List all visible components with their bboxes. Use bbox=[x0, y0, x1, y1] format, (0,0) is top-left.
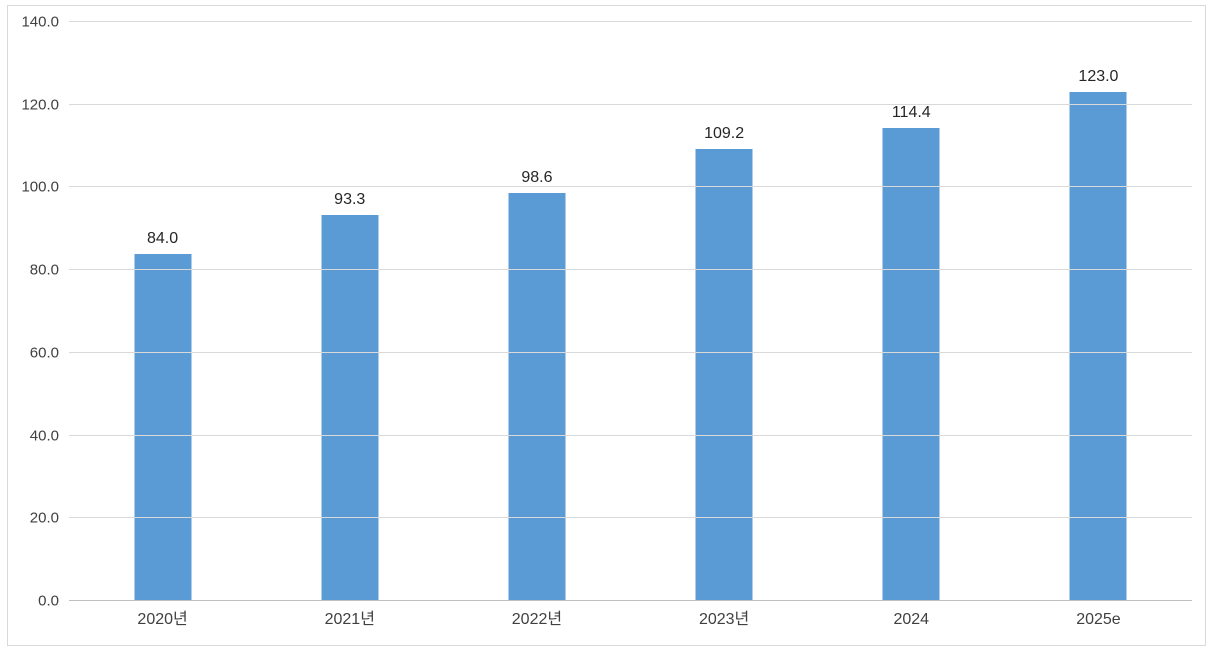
gridline bbox=[69, 351, 1192, 353]
x-axis-category-label: 2024 bbox=[893, 611, 930, 628]
category-slot: 109.2 2023년 bbox=[631, 22, 818, 628]
x-axis-line bbox=[69, 600, 1192, 601]
y-axis-tick-label: 40.0 bbox=[29, 427, 59, 445]
bar-slots: 84.0 2020년 93.3 2021년 98.6 2022년 109.2 2023년 114… bbox=[69, 22, 1192, 628]
gridline bbox=[69, 21, 1192, 22]
y-axis-tick-label: 60.0 bbox=[29, 344, 59, 362]
gridline bbox=[69, 186, 1192, 188]
category-slot: 114.4 2024 bbox=[818, 22, 1005, 628]
bar bbox=[134, 253, 192, 601]
gridline bbox=[69, 269, 1192, 271]
bar-data-label: 109.2 bbox=[704, 125, 745, 143]
x-axis-category-label: 2023년 bbox=[698, 611, 750, 628]
plot-area: 84.0 2020년 93.3 2021년 98.6 2022년 109.2 2023년 114… bbox=[21, 15, 1192, 628]
bar-data-label: 123.0 bbox=[1078, 68, 1119, 86]
bar-data-label: 84.0 bbox=[147, 229, 179, 247]
y-axis-tick-label: 20.0 bbox=[29, 509, 59, 527]
category-slot: 123.0 2025e bbox=[1005, 22, 1192, 628]
y-axis-tick-label: 80.0 bbox=[29, 261, 59, 279]
category-slot: 84.0 2020년 bbox=[69, 22, 256, 628]
bar bbox=[1069, 92, 1127, 601]
x-axis-category-label: 2021년 bbox=[324, 611, 375, 628]
x-axis-category-label: 2020년 bbox=[137, 611, 188, 628]
gridline bbox=[69, 103, 1192, 105]
y-axis-tick-label: 140.0 bbox=[21, 13, 59, 31]
gridline bbox=[69, 434, 1192, 436]
bar bbox=[695, 149, 753, 601]
bar bbox=[508, 193, 566, 601]
bar-data-label: 98.6 bbox=[521, 169, 553, 187]
x-axis-category-label: 2022년 bbox=[511, 611, 563, 628]
x-axis-category-label: 2025e bbox=[1076, 611, 1121, 628]
bar-chart: 84.0 2020년 93.3 2021년 98.6 2022년 109.2 2023년 114… bbox=[7, 5, 1206, 646]
category-slot: 98.6 2022년 bbox=[443, 22, 630, 628]
category-slot: 93.3 2021년 bbox=[256, 22, 443, 628]
gridline bbox=[69, 517, 1192, 519]
y-axis-tick-label: 120.0 bbox=[21, 96, 59, 114]
bar-data-label: 114.4 bbox=[891, 103, 931, 121]
bar bbox=[882, 127, 940, 601]
bar-data-label: 93.3 bbox=[334, 191, 366, 209]
y-axis-tick-label: 100.0 bbox=[21, 178, 59, 196]
y-axis-tick-label: 0.0 bbox=[38, 592, 59, 610]
bar bbox=[321, 215, 379, 601]
